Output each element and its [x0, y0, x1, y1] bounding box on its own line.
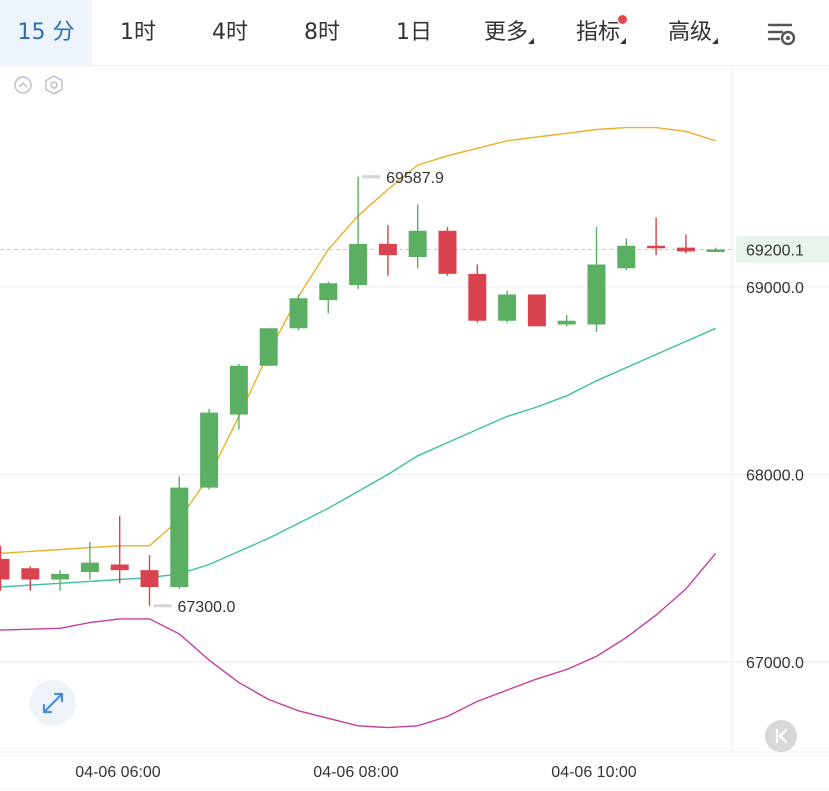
candle-up[interactable] — [170, 487, 189, 587]
candle-up[interactable] — [51, 573, 70, 580]
last-price-label: 69200.1 — [746, 242, 804, 259]
high-price-label: 69587.9 — [386, 170, 444, 187]
expand-icon — [42, 692, 64, 714]
price-tick-label: 67000.0 — [746, 655, 804, 672]
price-tick-label: 69000.0 — [746, 280, 804, 297]
tab-indicators-label: 指标 — [575, 20, 620, 45]
candle-down[interactable] — [0, 558, 10, 580]
candle-up[interactable] — [229, 365, 248, 415]
candle-up[interactable] — [557, 320, 576, 325]
candle-up[interactable] — [200, 412, 219, 488]
tab-1h[interactable]: 1时 — [92, 0, 184, 66]
tab-8h[interactable]: 8时 — [276, 0, 368, 66]
candle-down[interactable] — [647, 245, 666, 249]
candle-up[interactable] — [617, 245, 636, 269]
candle-down[interactable] — [527, 294, 546, 327]
tab-more-label: 更多 — [483, 20, 528, 45]
candle-down[interactable] — [21, 568, 40, 580]
lower-band-line — [0, 552, 717, 729]
dropdown-caret-icon — [528, 38, 534, 44]
notification-dot — [618, 15, 627, 24]
tab-more[interactable]: 更多 — [460, 0, 552, 66]
tab-8h-label: 8时 — [304, 20, 340, 45]
interval-toolbar: 15 分 1时 4时 8时 1日 更多 指标 高级 — [0, 0, 829, 66]
low-price-label: 67300.0 — [178, 599, 236, 616]
last-price-badge — [736, 236, 829, 263]
chart-settings-icon — [767, 23, 796, 46]
candle-down[interactable] — [378, 243, 397, 256]
tab-advanced[interactable]: 高级 — [644, 0, 736, 66]
collapse-indicator-icon[interactable] — [14, 76, 32, 94]
candle-up[interactable] — [259, 328, 278, 366]
candle-up[interactable] — [289, 298, 308, 329]
time-tick-label: 04-06 10:00 — [551, 764, 637, 781]
time-tick-label: 04-06 08:00 — [313, 764, 399, 781]
tab-advanced-label: 高级 — [667, 20, 712, 45]
middle-band-line — [0, 327, 716, 588]
tab-1d-label: 1日 — [396, 20, 432, 45]
price-tick-label: 68000.0 — [746, 468, 804, 485]
candle-up[interactable] — [349, 243, 368, 286]
candle-down[interactable] — [468, 273, 487, 321]
indicator-settings-icon[interactable] — [45, 75, 63, 95]
expand-chart-button[interactable] — [30, 680, 76, 726]
tab-15min[interactable]: 15 分 — [0, 0, 92, 66]
candle-up[interactable] — [408, 230, 427, 257]
jump-to-latest-icon — [775, 728, 788, 744]
tab-1d[interactable]: 1日 — [368, 0, 460, 66]
tab-4h[interactable]: 4时 — [184, 0, 276, 66]
candlestick-chart[interactable]: 69587.9 67300.0 69000.0 68000.0 67000.0 69200… — [0, 66, 829, 791]
settings-icon-center — [50, 81, 58, 89]
upper-band-line — [0, 126, 716, 554]
candle-up[interactable] — [498, 294, 517, 321]
candle-down[interactable] — [438, 230, 457, 274]
scroll-to-latest-button[interactable] — [765, 720, 797, 752]
candle-down[interactable] — [676, 247, 695, 252]
chevron-up-icon — [18, 82, 28, 88]
candle-up[interactable] — [587, 264, 606, 325]
time-tick-label: 04-06 06:00 — [75, 764, 161, 781]
candle-up[interactable] — [80, 562, 99, 572]
tab-1h-label: 1时 — [120, 20, 156, 45]
tab-indicators[interactable]: 指标 — [552, 0, 644, 66]
tab-15min-label: 15 分 — [17, 20, 75, 45]
candle-down[interactable] — [140, 570, 159, 587]
candle-up[interactable] — [319, 283, 338, 301]
candle-up[interactable] — [706, 249, 725, 252]
tab-4h-label: 4时 — [212, 20, 248, 45]
dropdown-caret-icon — [712, 38, 718, 44]
chart-settings-button[interactable] — [762, 16, 802, 50]
candle-down[interactable] — [110, 564, 129, 571]
dropdown-caret-icon — [620, 38, 626, 44]
